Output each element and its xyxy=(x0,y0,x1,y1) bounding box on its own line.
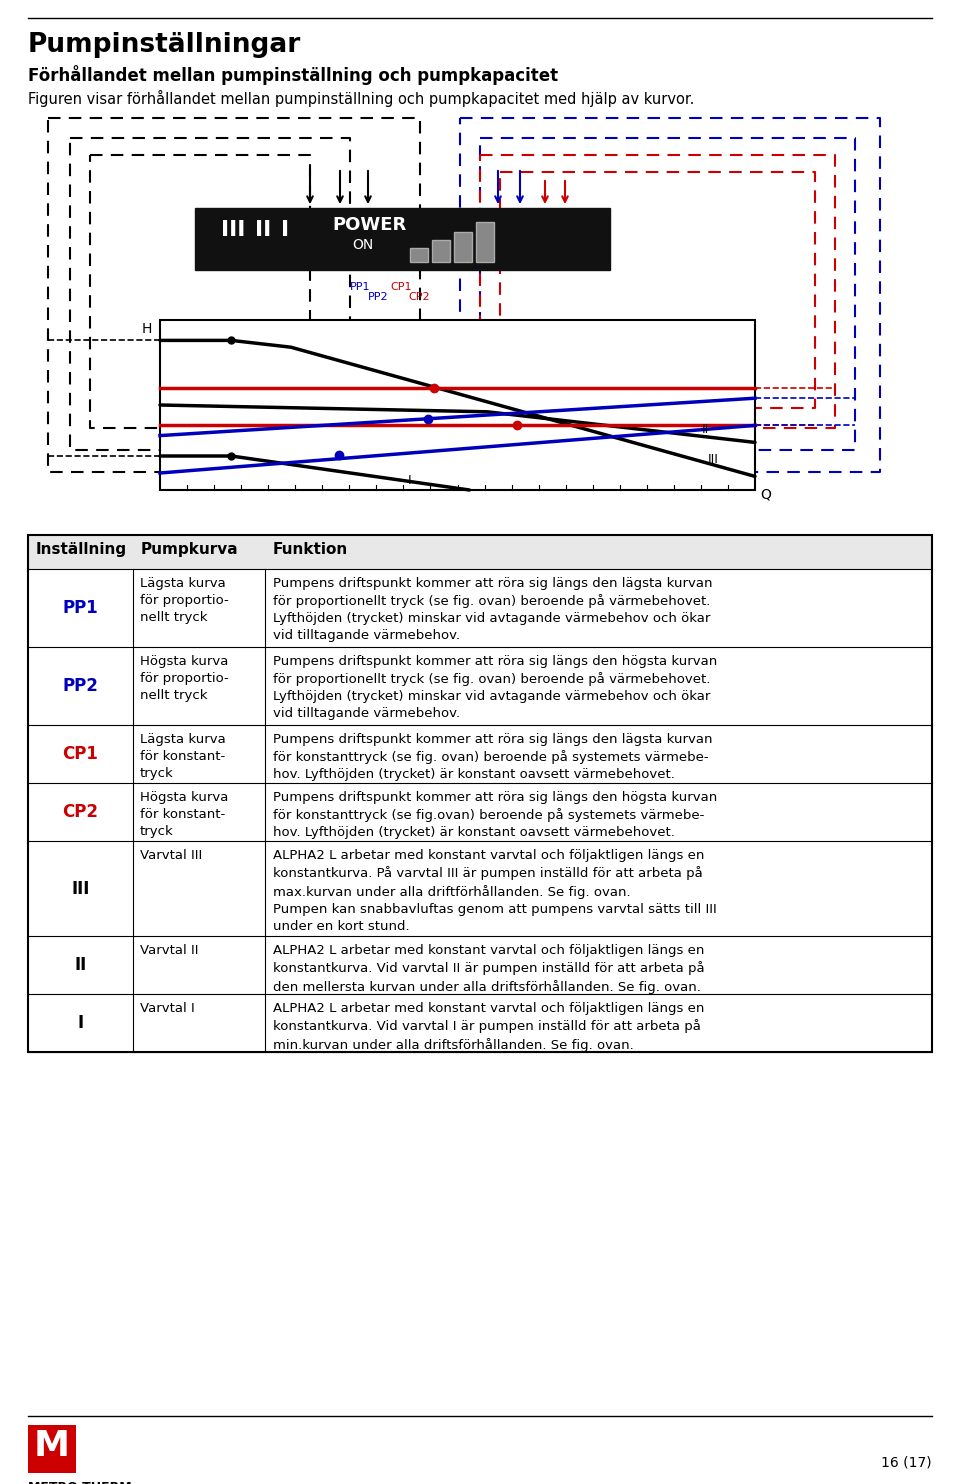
Bar xyxy=(28,536,932,568)
Bar xyxy=(28,568,932,647)
Text: II: II xyxy=(74,956,86,974)
Text: ALPHA2 L arbetar med konstant varvtal och följaktligen längs en
konstantkurva. P: ALPHA2 L arbetar med konstant varvtal oc… xyxy=(273,849,717,933)
Bar xyxy=(28,647,932,726)
Bar xyxy=(28,1425,76,1474)
Bar xyxy=(454,232,472,263)
Text: Lägsta kurva
för proportio-
nellt tryck: Lägsta kurva för proportio- nellt tryck xyxy=(140,577,228,623)
Text: Pumpens driftspunkt kommer att röra sig längs den högsta kurvan
för proportionel: Pumpens driftspunkt kommer att röra sig … xyxy=(273,654,717,720)
Text: I: I xyxy=(78,1014,84,1031)
Bar xyxy=(432,240,450,263)
Text: Figuren visar förhållandet mellan pumpinställning och pumpkapacitet med hjälp av: Figuren visar förhållandet mellan pumpin… xyxy=(28,91,694,107)
Text: Varvtal III: Varvtal III xyxy=(140,849,203,862)
Text: METRO THERM: METRO THERM xyxy=(28,1481,132,1484)
Text: ON: ON xyxy=(352,237,373,252)
Text: Funktion: Funktion xyxy=(273,542,348,556)
Text: Inställning: Inställning xyxy=(36,542,127,556)
Text: III: III xyxy=(71,880,89,898)
Bar xyxy=(410,248,428,263)
Text: Pumpens driftspunkt kommer att röra sig längs den lägsta kurvan
för konstanttryc: Pumpens driftspunkt kommer att röra sig … xyxy=(273,733,712,782)
Text: II: II xyxy=(254,220,271,240)
Text: Högsta kurva
för konstant-
tryck: Högsta kurva för konstant- tryck xyxy=(140,791,228,838)
Bar xyxy=(28,936,932,994)
Bar xyxy=(28,841,932,936)
Text: CP1: CP1 xyxy=(390,282,412,292)
Text: PP2: PP2 xyxy=(62,677,99,695)
Bar xyxy=(28,536,932,1052)
Bar xyxy=(195,208,610,270)
Bar xyxy=(28,994,932,1052)
Text: Pumpkurva: Pumpkurva xyxy=(141,542,239,556)
Text: 16 (17): 16 (17) xyxy=(881,1454,932,1469)
Text: Q: Q xyxy=(760,488,771,502)
Text: Högsta kurva
för proportio-
nellt tryck: Högsta kurva för proportio- nellt tryck xyxy=(140,654,228,702)
Text: Pumpinställningar: Pumpinställningar xyxy=(28,33,301,58)
Bar xyxy=(28,726,932,784)
Text: I: I xyxy=(281,220,289,240)
Text: Förhållandet mellan pumpinställning och pumpkapacitet: Förhållandet mellan pumpinställning och … xyxy=(28,65,558,85)
Text: PP1: PP1 xyxy=(350,282,371,292)
Text: III: III xyxy=(221,220,245,240)
Bar xyxy=(476,223,494,263)
Text: PP1: PP1 xyxy=(62,600,98,617)
Text: Varvtal II: Varvtal II xyxy=(140,944,199,957)
Text: CP2: CP2 xyxy=(408,292,430,303)
Text: I: I xyxy=(408,473,412,487)
Text: Pumpens driftspunkt kommer att röra sig längs den högsta kurvan
för konstanttryc: Pumpens driftspunkt kommer att röra sig … xyxy=(273,791,717,840)
Text: II: II xyxy=(702,423,708,436)
Text: ALPHA2 L arbetar med konstant varvtal och följaktligen längs en
konstantkurva. V: ALPHA2 L arbetar med konstant varvtal oc… xyxy=(273,944,705,994)
Text: Pumpens driftspunkt kommer att röra sig längs den lägsta kurvan
för proportionel: Pumpens driftspunkt kommer att röra sig … xyxy=(273,577,712,643)
Bar xyxy=(28,784,932,841)
Text: CP1: CP1 xyxy=(62,745,99,763)
Text: Varvtal I: Varvtal I xyxy=(140,1002,195,1015)
Text: ALPHA2 L arbetar med konstant varvtal och följaktligen längs en
konstantkurva. V: ALPHA2 L arbetar med konstant varvtal oc… xyxy=(273,1002,705,1052)
Text: POWER: POWER xyxy=(333,217,407,234)
Text: H: H xyxy=(142,322,152,335)
Text: M: M xyxy=(34,1429,70,1463)
Text: III: III xyxy=(708,453,718,466)
Text: PP2: PP2 xyxy=(368,292,389,303)
Text: CP2: CP2 xyxy=(62,803,99,821)
Text: Lägsta kurva
för konstant-
tryck: Lägsta kurva för konstant- tryck xyxy=(140,733,226,781)
Bar xyxy=(160,321,755,490)
